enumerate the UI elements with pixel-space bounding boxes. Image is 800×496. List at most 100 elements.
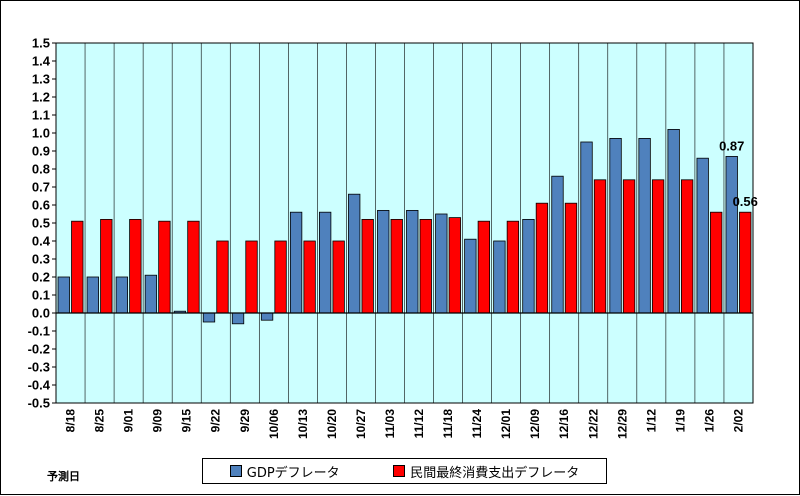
bar-gdp-2 [115,276,129,314]
bar-consumption-18 [593,179,607,314]
x-tick-label: 12/29 [615,409,629,439]
x-tick-label: 10/13 [296,409,310,439]
x-tick-label: 10/27 [354,409,368,439]
bar-gdp-19 [609,137,622,314]
bar-consumption-7 [274,240,287,314]
bar-gdp-22 [696,157,709,314]
bar-gdp-12 [406,209,419,314]
bar-gdp-3 [144,274,158,314]
legend-label-consumption-deflator: 民間最終消費支出デフレータ [410,465,580,481]
bar-consumption-1 [100,218,113,314]
y-tick-label: 0.7 [32,180,50,195]
bar-gdp-16 [522,218,535,314]
bar-gdp-15 [493,240,506,314]
x-tick-label: 9/01 [122,409,136,433]
y-tick-label: 1.5 [32,36,50,51]
bar-consumption-12 [419,218,432,314]
x-tick-label: 11/03 [383,409,397,439]
x-tick-label: 9/15 [180,409,194,433]
bar-consumption-10 [361,218,374,314]
bar-gdp-10 [348,193,361,314]
data-label: 0.87 [719,138,744,153]
bars [57,128,752,325]
bar-consumption-8 [303,240,316,314]
bar-gdp-6 [231,312,245,325]
legend-item-gdp-deflator: GDPデフレータ [229,462,340,481]
x-tick-label: 12/09 [528,409,542,439]
bar-gdp-7 [260,312,274,321]
x-tick-label: 1/12 [644,409,658,433]
bar-gdp-20 [638,137,651,314]
bar-consumption-4 [187,220,200,314]
y-tick-label: 0.1 [32,288,50,303]
bar-consumption-21 [680,179,694,314]
x-tick-label: 9/29 [238,409,252,433]
y-tick-label: 0.9 [32,144,50,159]
x-tick-label: 12/16 [557,409,571,439]
x-tick-label: 2/02 [731,409,745,433]
bar-gdp-21 [667,128,680,314]
bar-consumption-16 [535,202,549,314]
y-tick-label: 0.6 [32,198,50,213]
bar-consumption-13 [448,217,461,314]
x-tick-label: 11/12 [412,409,426,439]
y-tick-label: 0.4 [32,234,51,249]
legend-swatch-consumption-deflator [393,465,406,477]
legend-swatch-gdp-deflator [229,465,242,477]
bar-consumption-19 [622,179,636,314]
bar-consumption-0 [71,220,84,314]
bar-gdp-8 [289,211,303,314]
x-tick-label: 12/22 [586,409,600,439]
bar-gdp-5 [202,312,216,323]
bar-consumption-22 [710,211,723,314]
y-tick-label: 1.2 [32,90,50,105]
bar-gdp-0 [57,276,70,314]
x-tick-label: 11/18 [441,409,455,439]
bar-gdp-11 [377,209,390,314]
x-tick-label: 10/20 [325,409,339,439]
bar-gdp-14 [464,238,477,314]
legend-label-gdp-deflator: GDPデフレータ [246,465,340,481]
bar-gdp-1 [86,276,99,314]
data-label: 0.56 [733,194,758,209]
y-tick-label: 1.3 [32,72,50,87]
bar-consumption-15 [506,220,520,314]
y-tick-label: -0.2 [28,342,50,357]
y-axis-ticks: 1.5 1.4 1.3 1.2 1.1 1.0 0.9 0.8 0.7 0.6 0.5 0.4 0.3 0… [28,36,56,411]
y-tick-label: 0.5 [32,216,50,231]
x-axis-label: 予測日 [47,470,80,483]
y-tick-label: -0.3 [28,360,50,375]
y-tick-label: 1.0 [32,126,50,141]
bar-consumption-11 [390,218,403,314]
y-tick-label: -0.5 [28,396,50,411]
bar-consumption-6 [245,240,258,314]
x-tick-label: 8/18 [64,409,78,433]
y-tick-label: 1.4 [32,54,51,69]
bar-consumption-9 [332,240,345,314]
legend-item-consumption-deflator: 民間最終消費支出デフレータ [393,462,579,481]
bar-consumption-2 [129,218,142,314]
legend: GDPデフレータ 民間最終消費支出デフレータ [202,458,607,484]
bar-gdp-23 [725,155,738,314]
bar-consumption-17 [564,202,578,314]
y-tick-label: -0.1 [28,324,50,339]
x-tick-label: 9/09 [151,409,165,433]
y-tick-label: -0.4 [28,378,51,393]
x-tick-label: 1/19 [673,409,687,433]
x-tick-label: 9/22 [209,409,223,433]
x-tick-label: 1/26 [702,409,716,433]
bar-consumption-3 [158,220,171,314]
x-tick-label: 8/25 [93,409,107,433]
y-tick-label: 0.3 [32,252,50,267]
y-tick-label: 0.2 [32,270,50,285]
bar-consumption-23 [739,211,752,314]
bar-gdp-17 [551,175,564,314]
plot-border [55,42,754,404]
y-tick-label: 0.0 [32,306,50,321]
x-tick-label: 11/24 [470,409,484,439]
y-tick-label: 1.1 [32,108,50,123]
bar-gdp-9 [318,211,332,314]
y-tick-label: 0.8 [32,162,50,177]
